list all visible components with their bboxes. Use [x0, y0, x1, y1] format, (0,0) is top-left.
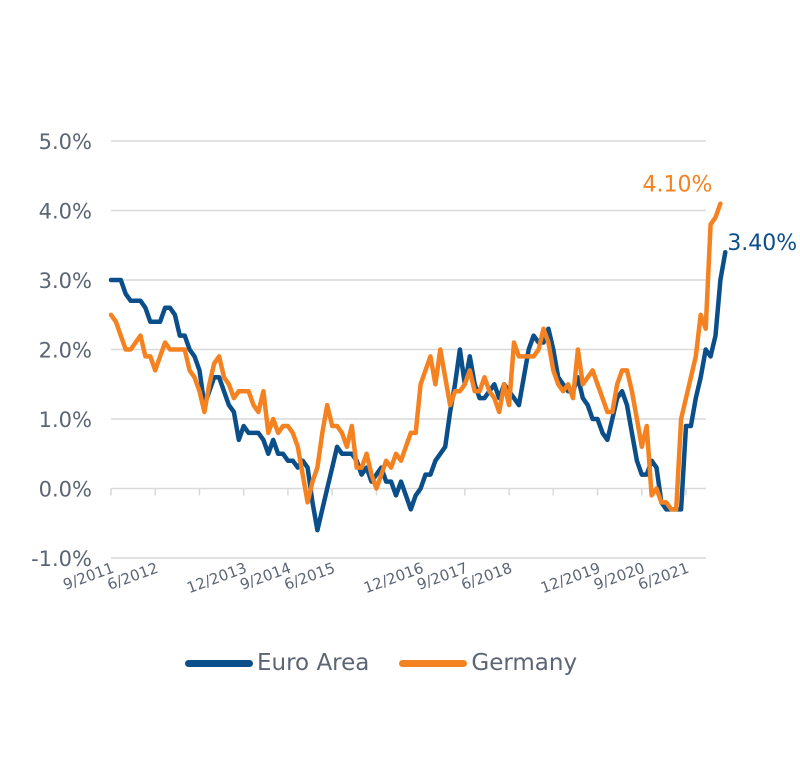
- y-tick-label: 4.0%: [39, 200, 92, 224]
- legend-label-euro-area: Euro Area: [257, 650, 370, 676]
- series-line-germany: [108, 201, 723, 512]
- legend: Euro Area Germany: [185, 650, 607, 676]
- x-tick-label: 6/2015: [282, 559, 338, 594]
- y-axis: -1.0% 0.0% 1.0% 2.0% 3.0% 4.0% 5.0%: [31, 130, 92, 571]
- y-tick-label: 3.0%: [39, 269, 92, 293]
- y-tick-label: 2.0%: [39, 339, 92, 363]
- end-label-euro-area: 3.40%: [727, 231, 797, 256]
- end-labels: 3.40% 4.10%: [643, 173, 798, 257]
- legend-item-germany: Germany: [399, 650, 577, 676]
- end-label-germany: 4.10%: [643, 173, 713, 198]
- y-tick-label: 1.0%: [39, 408, 92, 432]
- series-lines: [108, 201, 728, 533]
- gridlines: [111, 140, 706, 559]
- y-tick-label: 5.0%: [39, 130, 92, 154]
- x-tick-label: 6/2021: [636, 559, 692, 594]
- series-line-euro-area: [108, 249, 728, 533]
- y-tick-label: 0.0%: [39, 478, 92, 502]
- legend-swatch-euro-area: [185, 659, 253, 667]
- legend-item-euro-area: Euro Area: [185, 650, 369, 676]
- x-tick-label: 6/2012: [105, 559, 161, 594]
- line-chart: -1.0% 0.0% 1.0% 2.0% 3.0% 4.0% 5.0% 9/20116/20…: [31, 130, 798, 597]
- x-tick-label: 6/2018: [459, 559, 515, 594]
- legend-label-germany: Germany: [471, 650, 578, 676]
- y-tick-label: -1.0%: [31, 547, 92, 571]
- legend-swatch-germany: [399, 659, 468, 667]
